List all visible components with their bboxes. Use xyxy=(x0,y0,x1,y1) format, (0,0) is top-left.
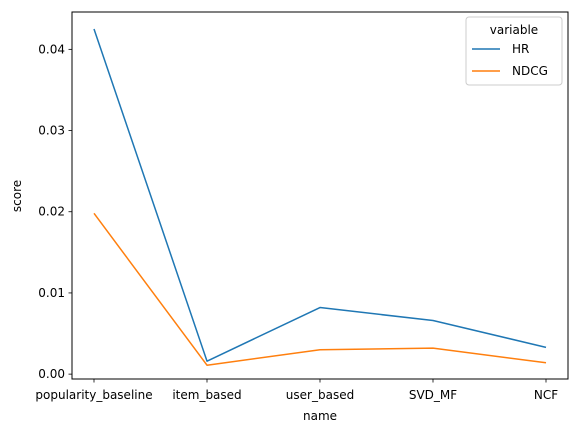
x-axis-ticks: popularity_baseline item_based user_based S… xyxy=(35,379,558,402)
x-tick-label: NCF xyxy=(534,388,558,402)
legend-title: variable xyxy=(490,23,538,37)
x-tick-label: popularity_baseline xyxy=(35,388,152,402)
y-tick-label: 0.01 xyxy=(38,286,65,300)
y-tick-label: 0.04 xyxy=(38,42,65,56)
y-axis-ticks: 0.00 0.01 0.02 0.03 0.04 xyxy=(38,42,72,381)
y-tick-label: 0.00 xyxy=(38,367,65,381)
x-axis-label: name xyxy=(303,409,337,423)
y-axis-label: score xyxy=(10,180,24,212)
legend-box xyxy=(465,16,563,86)
y-tick-label: 0.03 xyxy=(38,124,65,138)
legend-label-ndcg: NDCG xyxy=(512,64,548,78)
legend: variable HR NDCG xyxy=(465,16,563,86)
x-tick-label: user_based xyxy=(286,388,354,402)
legend-label-hr: HR xyxy=(512,42,529,56)
x-tick-label: item_based xyxy=(172,388,241,402)
y-tick-label: 0.02 xyxy=(38,205,65,219)
x-tick-label: SVD_MF xyxy=(409,388,457,402)
series-line-ndcg xyxy=(93,212,547,366)
plot-lines xyxy=(93,28,547,366)
series-line-hr xyxy=(93,28,547,362)
